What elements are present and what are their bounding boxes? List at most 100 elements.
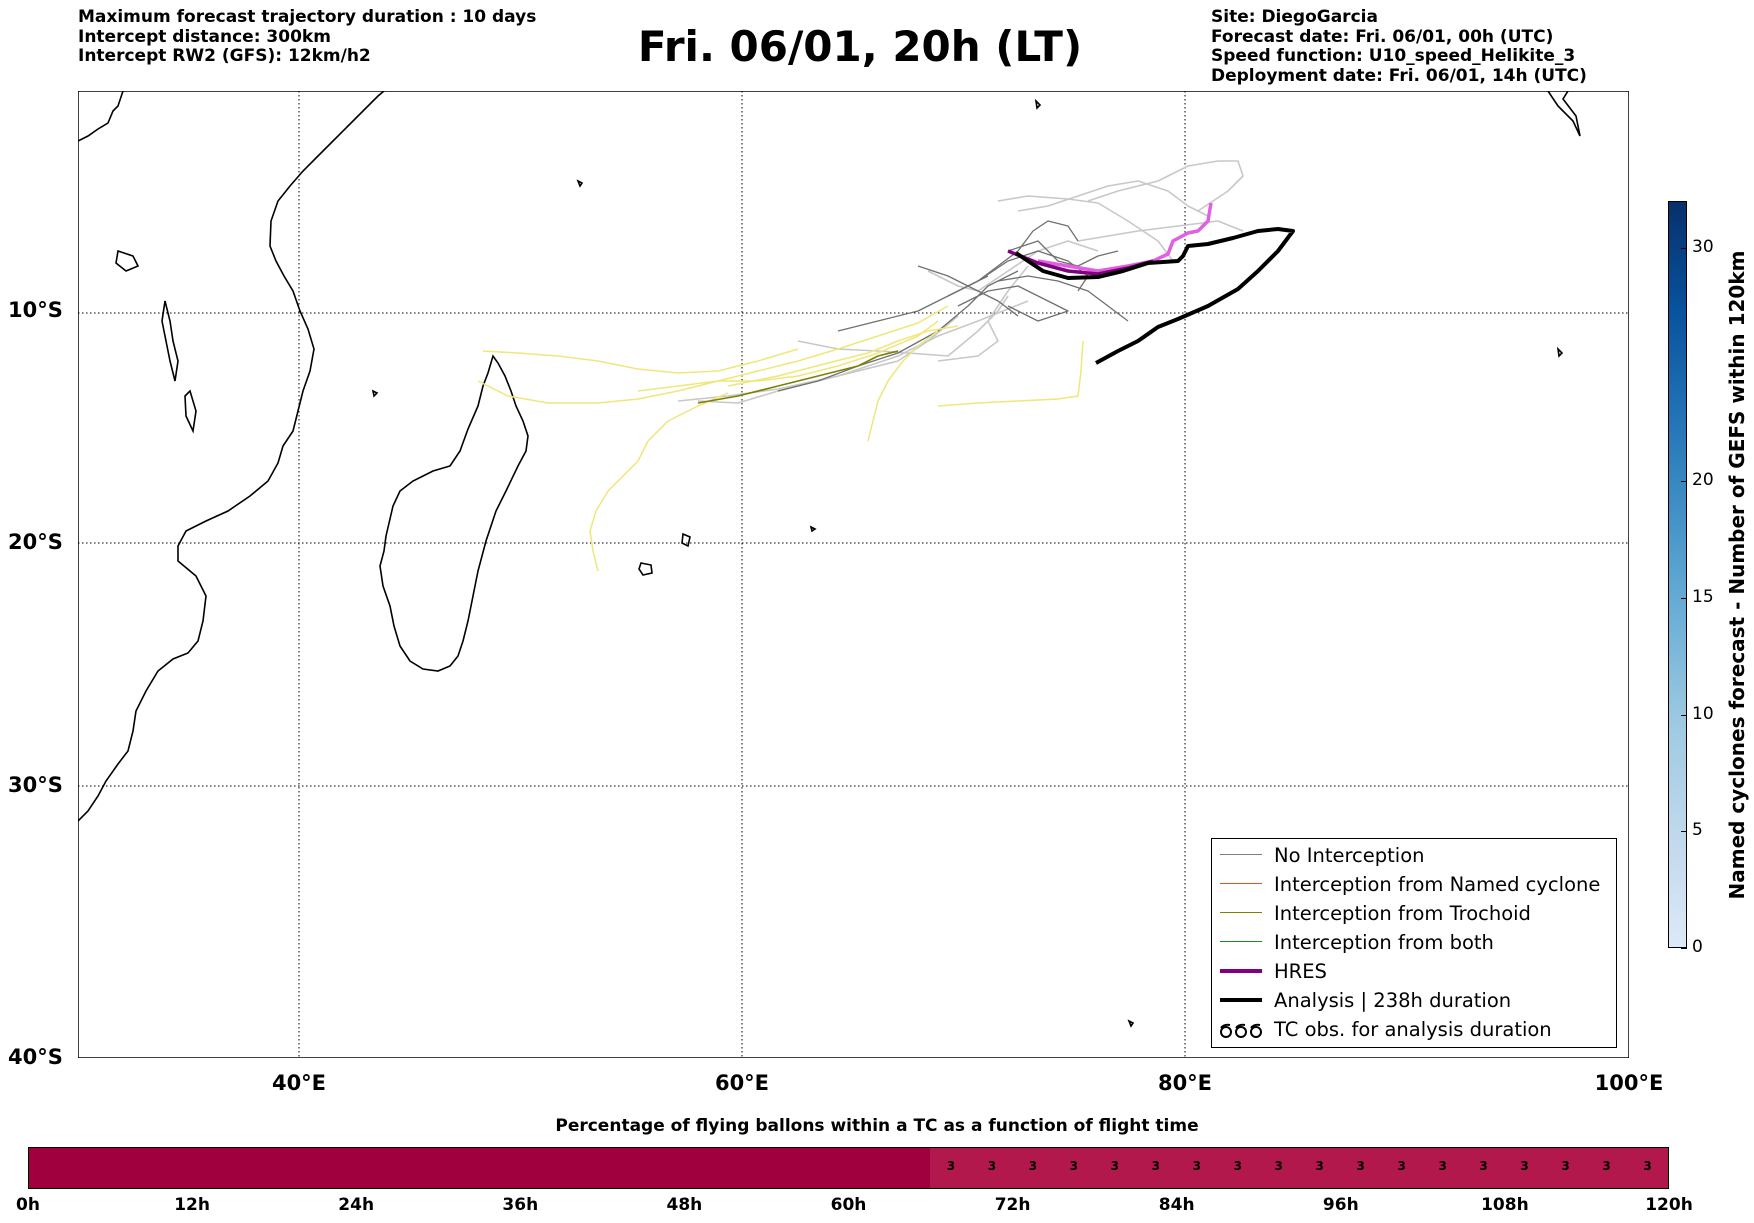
legend-label: Interception from Trochoid bbox=[1274, 902, 1531, 925]
trajectory-yellow-1 bbox=[482, 348, 799, 374]
lat-label-30s: 30°S bbox=[8, 773, 63, 797]
tc-percentage-value: 3 bbox=[1028, 1159, 1038, 1173]
lake-tanganyika bbox=[161, 300, 179, 382]
header-line-site: Site: DiegoGarcia bbox=[1211, 7, 1378, 27]
header-line-max-duration: Maximum forecast trajectory duration : 1… bbox=[78, 7, 537, 27]
legend-item-no-interception: No Interception bbox=[1212, 841, 1616, 870]
header-line-deployment-date: Deployment date: Fri. 06/01, 14h (UTC) bbox=[1211, 65, 1587, 86]
legend-swatch bbox=[1220, 883, 1262, 884]
tc-percentage-value: 3 bbox=[1479, 1159, 1488, 1173]
colorbar-tickmark bbox=[1681, 714, 1687, 716]
tc-percentage-value: 3 bbox=[1151, 1159, 1160, 1173]
header-left-info: Maximum forecast trajectory duration : 1… bbox=[78, 7, 537, 67]
analysis-track bbox=[1014, 227, 1295, 365]
trajectory-gray-0 bbox=[1087, 160, 1244, 212]
trajectory-gray-1 bbox=[1017, 180, 1209, 217]
tc-percentage-value: 3 bbox=[946, 1159, 956, 1173]
progress-tick-label: 84h bbox=[1158, 1195, 1195, 1215]
tc-percentage-value: 3 bbox=[1315, 1159, 1324, 1173]
tc-percentage-value: 3 bbox=[1233, 1159, 1242, 1173]
colorbar-tick-label: 20 bbox=[1692, 470, 1714, 491]
tc-percentage-value: 3 bbox=[1602, 1159, 1611, 1173]
lon-label-80e: 80°E bbox=[1157, 1071, 1213, 1095]
progress-title: Percentage of flying ballons within a TC… bbox=[555, 1116, 1199, 1136]
trajectory-gray-3 bbox=[927, 240, 1099, 292]
lon-label-60e: 60°E bbox=[714, 1071, 770, 1095]
trajectory-yellow-2 bbox=[589, 392, 729, 572]
colorbar bbox=[1668, 201, 1687, 948]
lat-label-10s: 10°S bbox=[8, 298, 63, 322]
colorbar-tick-label: 15 bbox=[1692, 586, 1714, 607]
progress-tick-label: 24h bbox=[338, 1195, 375, 1215]
colorbar-tickmark bbox=[1681, 597, 1687, 599]
cyclone-symbol-icon bbox=[1220, 1023, 1262, 1038]
progress-tick-label: 0h bbox=[16, 1195, 40, 1215]
rodrigues bbox=[809, 525, 817, 533]
mauritius bbox=[681, 532, 691, 548]
trajectory-yellow-3 bbox=[867, 330, 939, 442]
colorbar-label: Named cyclones forecast - Number of GEFS… bbox=[1725, 250, 1749, 900]
page-title: Fri. 06/01, 20h (LT) bbox=[637, 22, 1083, 71]
colorbar-tick-label: 10 bbox=[1692, 703, 1714, 724]
colorbar-tick-label: 30 bbox=[1692, 236, 1714, 257]
trajectory-dark-2 bbox=[957, 285, 1069, 322]
reunion bbox=[638, 562, 653, 576]
legend-swatch bbox=[1220, 969, 1262, 973]
legend-swatch bbox=[1220, 854, 1262, 855]
trajectory-gray-8 bbox=[1077, 220, 1244, 242]
trajectory-yellow-6 bbox=[727, 325, 959, 387]
africa-coast-north bbox=[77, 90, 124, 142]
diego-garcia-area bbox=[1556, 346, 1564, 358]
progress-tick-label: 36h bbox=[502, 1195, 539, 1215]
tc-percentage-value: 3 bbox=[1397, 1159, 1406, 1173]
comoros bbox=[371, 389, 379, 398]
tc-percentage-segment bbox=[930, 1148, 1668, 1188]
tc-percentage-value: 3 bbox=[1520, 1159, 1529, 1173]
progress-tick-label: 120h bbox=[1645, 1195, 1693, 1215]
madagascar bbox=[379, 354, 529, 672]
lake-victoria bbox=[115, 249, 140, 272]
tc-percentage-value: 3 bbox=[1274, 1159, 1283, 1173]
progress-tick-label: 12h bbox=[174, 1195, 210, 1215]
tc-percentage-value: 3 bbox=[1069, 1159, 1079, 1173]
tc-percentage-value: 3 bbox=[1438, 1159, 1447, 1173]
colorbar-tickmark bbox=[1681, 481, 1687, 483]
kerguelen bbox=[1127, 1019, 1135, 1028]
legend-label: Analysis | 238h duration bbox=[1274, 989, 1512, 1012]
legend-label: Interception from both bbox=[1274, 931, 1494, 954]
tc-percentage-bar: 3 3 3 3 3 3 3 3 3 3 3 3 3 3 3 3 3 3 bbox=[28, 1147, 1669, 1189]
trajectory-dark-3 bbox=[977, 220, 1079, 282]
legend-item-trochoid: Interception from Trochoid bbox=[1212, 899, 1616, 928]
colorbar-tickmark bbox=[1681, 247, 1687, 249]
header-right-info: Site: DiegoGarcia Forecast date: Fri. 06… bbox=[1211, 7, 1587, 86]
legend-item-named-cyclone: Interception from Named cyclone bbox=[1212, 870, 1616, 899]
progress-tick-label: 60h bbox=[830, 1195, 867, 1215]
trajectory-gray-6 bbox=[677, 300, 1029, 402]
trajectory-dark-6 bbox=[917, 265, 1019, 317]
legend-item-both: Interception from both bbox=[1212, 928, 1616, 957]
tc-percentage-value: 3 bbox=[1110, 1159, 1119, 1173]
legend-item-analysis: Analysis | 238h duration bbox=[1212, 986, 1616, 1015]
legend-swatch bbox=[1220, 998, 1262, 1002]
legend-item-hres: HRES bbox=[1212, 957, 1616, 986]
legend-label: Interception from Named cyclone bbox=[1274, 873, 1601, 896]
trajectory-yellow-5 bbox=[637, 320, 939, 392]
map-legend: No Interception Interception from Named … bbox=[1211, 838, 1617, 1048]
lake-malawi bbox=[184, 389, 197, 434]
legend-swatch bbox=[1220, 912, 1262, 913]
trajectory-trochoid bbox=[697, 350, 899, 404]
header-line-intercept-distance: Intercept distance: 300km bbox=[78, 26, 331, 47]
progress-tick-label: 108h bbox=[1481, 1195, 1529, 1215]
legend-label: HRES bbox=[1274, 960, 1327, 983]
africa-coast bbox=[77, 90, 385, 822]
tc-percentage-value: 3 bbox=[1192, 1159, 1201, 1173]
trajectory-dark-7 bbox=[1007, 240, 1119, 267]
tc-percentage-value: 3 bbox=[1356, 1159, 1365, 1173]
maldives-area bbox=[1034, 98, 1042, 110]
lat-label-40s: 40°S bbox=[8, 1045, 63, 1069]
trajectory-dark-0 bbox=[777, 270, 1019, 392]
tc-percentage-value: 3 bbox=[1561, 1159, 1570, 1173]
map-panel[interactable] bbox=[77, 90, 1630, 1059]
map-svg bbox=[77, 90, 1630, 1059]
header-line-speed-function: Speed function: U10_speed_Helikite_3 bbox=[1211, 46, 1576, 66]
